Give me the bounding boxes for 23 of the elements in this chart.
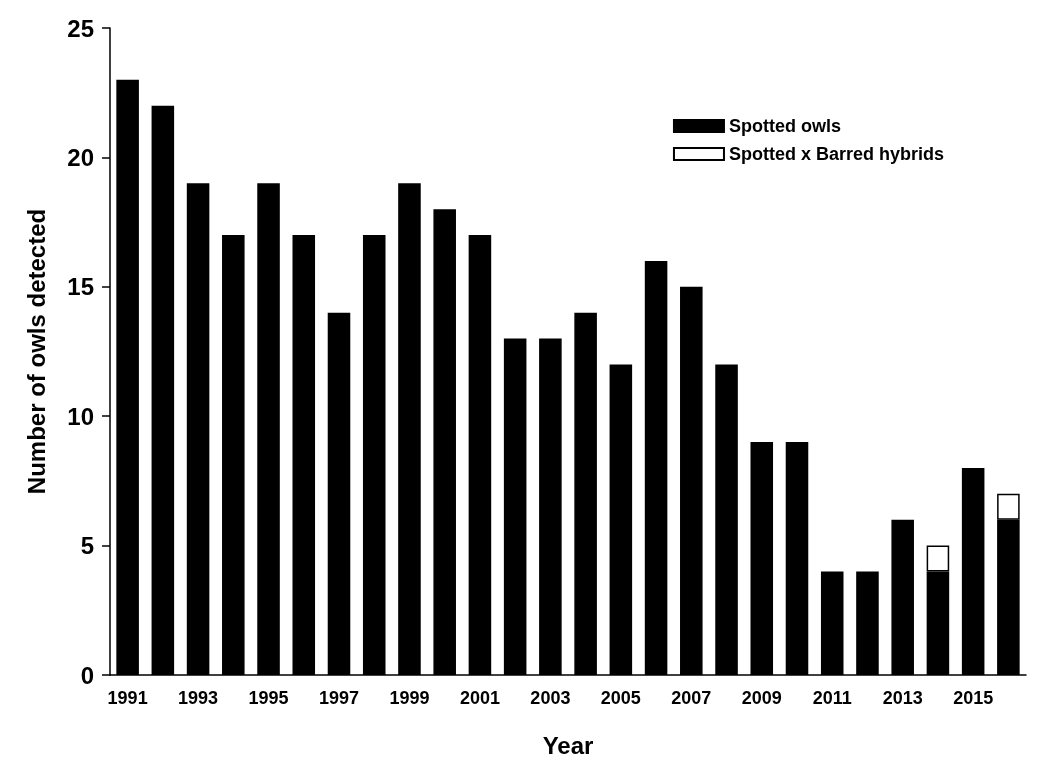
x-tick-label: 1993 (178, 688, 219, 708)
x-tick-label: 2007 (671, 688, 712, 708)
x-tick-label: 1995 (248, 688, 289, 708)
x-tick-label: 2003 (530, 688, 571, 708)
y-tick-label: 5 (80, 532, 94, 560)
x-tick-label: 2013 (882, 688, 923, 708)
legend-label: Spotted owls (728, 116, 841, 136)
x-tick-label: 2001 (459, 688, 500, 708)
y-tick-label: 0 (80, 661, 94, 689)
y-tick-label: 20 (67, 143, 94, 171)
x-tick-label: 2015 (953, 688, 994, 708)
legend-label: Spotted x Barred hybrids (728, 144, 944, 164)
x-tick-label: 1991 (107, 688, 148, 708)
x-tick-label: 1999 (389, 688, 430, 708)
y-tick-label: 10 (67, 402, 94, 430)
x-axis-title: Year (542, 731, 594, 759)
x-tick-label: 2009 (741, 688, 782, 708)
y-axis-title: Number of owls detected (22, 208, 50, 495)
y-tick-label: 15 (67, 273, 94, 301)
x-tick-label: 2011 (812, 688, 852, 708)
y-tick-label: 25 (67, 14, 94, 42)
x-tick-label: 1997 (318, 688, 360, 708)
x-tick-label: 2005 (600, 688, 641, 708)
